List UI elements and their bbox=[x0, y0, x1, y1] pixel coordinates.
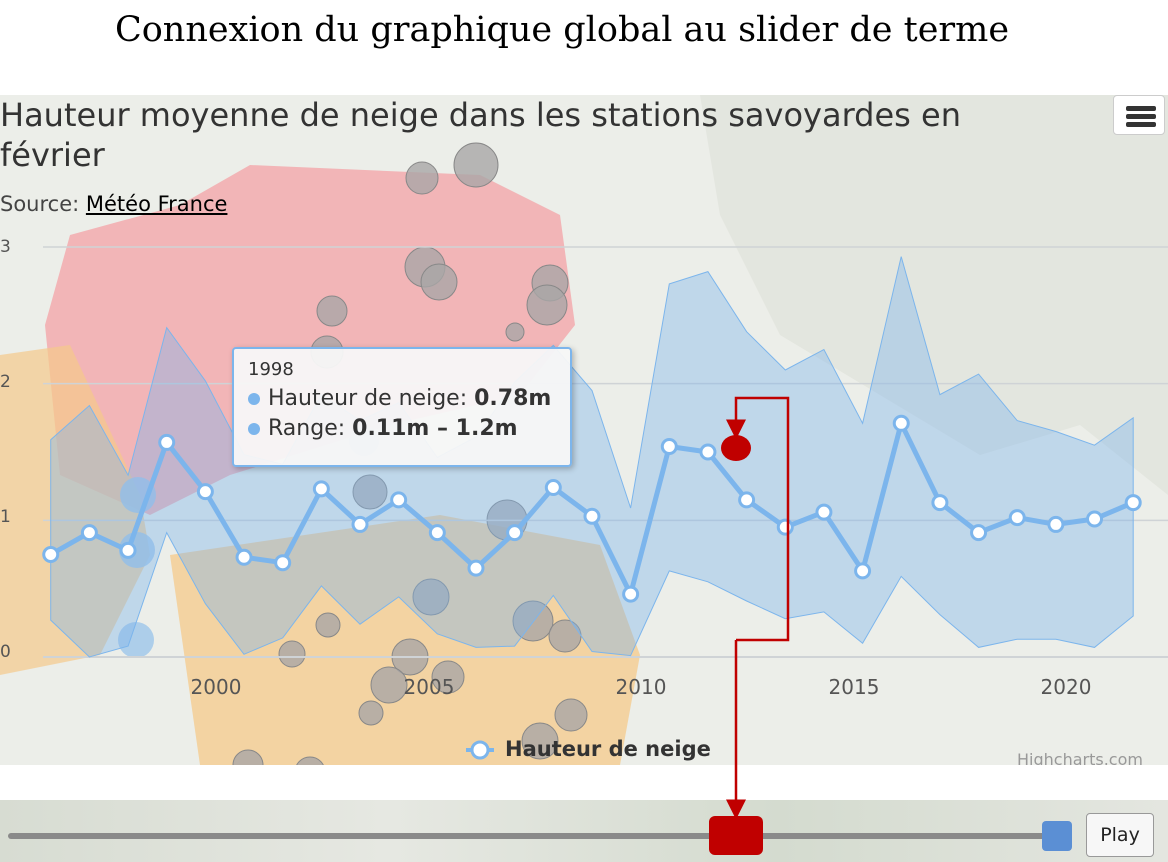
chart-svg: 0 1 2 3 2000 2005 2010 2015 2020 bbox=[0, 95, 1168, 765]
legend-label: Hauteur de neige bbox=[505, 737, 711, 761]
map-bubble bbox=[526, 284, 568, 326]
chart-tooltip: 1998 Hauteur de neige: 0.78m Range: 0.11… bbox=[232, 347, 572, 467]
data-point-2001[interactable] bbox=[312, 480, 330, 498]
map-bubble bbox=[232, 749, 264, 765]
map-bubble bbox=[420, 263, 458, 301]
data-point-2012[interactable] bbox=[738, 491, 756, 509]
map-bubble bbox=[412, 578, 450, 616]
map-bubble bbox=[278, 640, 306, 668]
x-tick-label: 2000 bbox=[191, 675, 242, 699]
series-dot-icon bbox=[248, 423, 260, 435]
hamburger-icon bbox=[1126, 114, 1156, 119]
chart-source: Source: Météo France bbox=[0, 192, 227, 216]
hamburger-icon bbox=[1126, 122, 1156, 127]
data-point-2010[interactable] bbox=[660, 438, 678, 456]
tooltip-row-hauteur: Hauteur de neige: 0.78m bbox=[248, 384, 556, 414]
source-prefix: Source: bbox=[0, 192, 86, 216]
map-bubble bbox=[315, 612, 341, 638]
chart-gridlines bbox=[43, 246, 1168, 658]
map-bubble bbox=[512, 600, 554, 642]
slider-handle[interactable] bbox=[1042, 821, 1072, 851]
data-point-2020[interactable] bbox=[1047, 515, 1065, 533]
data-point-2018[interactable] bbox=[970, 524, 988, 542]
data-point-1995[interactable] bbox=[80, 524, 98, 542]
data-point-1997[interactable] bbox=[158, 433, 176, 451]
map-bubble bbox=[554, 698, 588, 732]
y-axis-ticks: 0 1 2 3 bbox=[0, 237, 11, 662]
data-point-1999[interactable] bbox=[235, 548, 253, 566]
data-point-2008[interactable] bbox=[583, 507, 601, 525]
hamburger-icon bbox=[1126, 106, 1156, 111]
data-point-1994[interactable] bbox=[42, 546, 60, 563]
series-points bbox=[42, 414, 1142, 603]
legend-point bbox=[470, 740, 490, 760]
play-button[interactable]: Play bbox=[1086, 813, 1154, 857]
annotation-slider-thumb[interactable] bbox=[709, 816, 763, 855]
data-point-2016[interactable] bbox=[892, 414, 910, 432]
data-point-2007[interactable] bbox=[544, 479, 562, 497]
map-bubble bbox=[505, 322, 525, 342]
chart-title: Hauteur moyenne de neige dans les statio… bbox=[0, 96, 961, 174]
data-point-2014[interactable] bbox=[815, 503, 833, 521]
tooltip-label: Range: bbox=[268, 416, 353, 441]
map-bubble bbox=[431, 660, 465, 694]
map-bubble bbox=[453, 142, 499, 188]
map-bubble bbox=[118, 622, 154, 658]
data-point-2011[interactable] bbox=[699, 443, 717, 461]
y-tick-label: 3 bbox=[0, 237, 11, 257]
map-bubble bbox=[296, 756, 324, 765]
map-bubble bbox=[521, 722, 559, 760]
map-bubble bbox=[119, 532, 155, 568]
data-point-2002[interactable] bbox=[351, 515, 369, 533]
x-tick-label: 2015 bbox=[829, 675, 880, 699]
data-point-1998[interactable] bbox=[196, 483, 214, 501]
x-tick-label: 2010 bbox=[616, 675, 667, 699]
map-terrain-relief bbox=[700, 95, 1168, 495]
data-point-2015[interactable] bbox=[854, 562, 872, 580]
x-tick-label: 2020 bbox=[1041, 675, 1092, 699]
map-bubble bbox=[370, 666, 408, 704]
chart-menu-button[interactable] bbox=[1113, 95, 1165, 135]
data-point-1996[interactable] bbox=[119, 541, 137, 559]
series-dot-icon bbox=[248, 393, 260, 405]
y-tick-label: 1 bbox=[0, 507, 11, 527]
map-background bbox=[0, 95, 1168, 765]
chart-container: 0 1 2 3 2000 2005 2010 2015 2020 Hauteur… bbox=[0, 95, 1168, 765]
tooltip-year: 1998 bbox=[248, 359, 294, 380]
data-point-2013[interactable] bbox=[776, 518, 794, 536]
slider-track[interactable] bbox=[8, 833, 1058, 839]
data-point-2009[interactable] bbox=[622, 585, 640, 603]
time-slider-bar: Play bbox=[0, 800, 1168, 862]
x-tick-label: 2005 bbox=[404, 675, 455, 699]
data-point-2000[interactable] bbox=[274, 554, 292, 572]
data-point-2006[interactable] bbox=[506, 524, 524, 542]
chart-credit[interactable]: Highcharts.com bbox=[1017, 750, 1143, 765]
y-tick-label: 0 bbox=[0, 642, 11, 662]
data-point-2003[interactable] bbox=[390, 491, 408, 509]
page-heading: Connexion du graphique global au slider … bbox=[114, 10, 1010, 50]
data-point-2017[interactable] bbox=[931, 494, 949, 512]
data-point-2021[interactable] bbox=[1086, 510, 1104, 528]
map-bubble bbox=[352, 474, 388, 510]
map-region-pink bbox=[45, 165, 575, 515]
y-tick-label: 2 bbox=[0, 372, 11, 392]
data-point-2005[interactable] bbox=[467, 559, 485, 577]
data-point-2022[interactable] bbox=[1124, 494, 1142, 512]
data-point-2004[interactable] bbox=[428, 524, 446, 542]
tooltip-label: Hauteur de neige: bbox=[268, 386, 475, 411]
map-region-orange-west bbox=[0, 345, 150, 675]
data-point-2019[interactable] bbox=[1008, 509, 1026, 527]
legend-marker bbox=[466, 740, 494, 760]
x-axis-ticks: 2000 2005 2010 2015 2020 bbox=[191, 675, 1092, 699]
tooltip-value: 0.11m – 1.2m bbox=[352, 416, 518, 441]
source-link[interactable]: Météo France bbox=[85, 192, 228, 216]
map-bubble bbox=[405, 161, 439, 195]
map-bubble bbox=[316, 295, 348, 327]
tooltip-value: 0.78m bbox=[474, 386, 552, 411]
map-bubble bbox=[358, 700, 384, 726]
tooltip-row-range: Range: 0.11m – 1.2m bbox=[248, 414, 556, 444]
legend-item-hauteur-de-neige[interactable]: Hauteur de neige bbox=[465, 737, 711, 761]
